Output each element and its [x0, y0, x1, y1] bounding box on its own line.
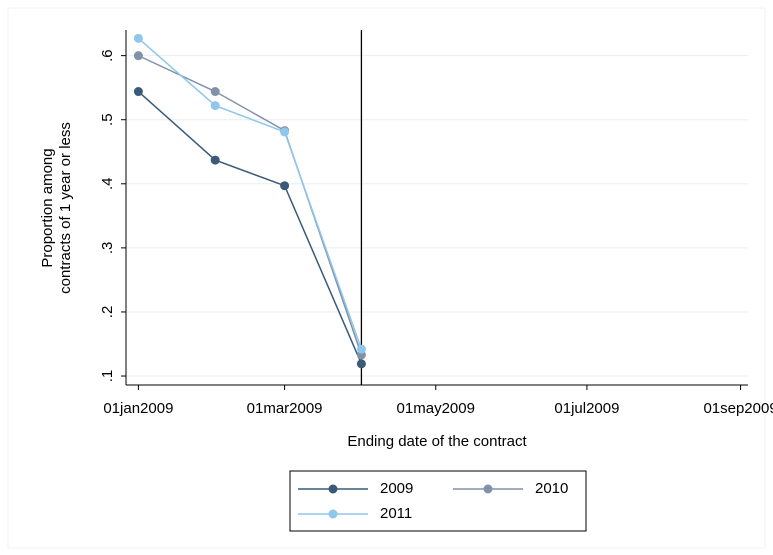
data-point	[133, 51, 143, 61]
data-point	[210, 87, 220, 97]
data-point	[210, 155, 220, 165]
y-tick-label: .2	[99, 306, 116, 319]
legend-marker	[328, 509, 338, 519]
data-point	[280, 127, 290, 137]
x-tick-label: 01jul2009	[554, 400, 619, 417]
legend	[289, 470, 587, 532]
legend-marker	[483, 484, 493, 494]
data-point	[133, 33, 143, 43]
y-tick-label: .1	[99, 370, 116, 383]
y-tick-label: .5	[99, 113, 116, 126]
y-axis-title: contracts of 1 year or less	[57, 122, 74, 294]
data-point	[280, 181, 290, 191]
series-line	[137, 90, 363, 365]
legend-label: 2009	[380, 480, 413, 497]
y-tick-label: .4	[99, 178, 116, 191]
legend-label: 2010	[535, 480, 568, 497]
data-point	[356, 344, 366, 354]
x-tick-label: 01sep2009	[703, 400, 773, 417]
y-tick-label: .6	[99, 49, 116, 62]
y-axis-title: Proportion among	[39, 148, 56, 267]
data-point	[356, 359, 366, 369]
data-point	[133, 87, 143, 97]
series-line	[137, 37, 363, 350]
data-point	[210, 101, 220, 111]
x-tick-label: 01mar2009	[247, 400, 323, 417]
x-tick-label: 01may2009	[397, 400, 475, 417]
plot-region	[7, 7, 766, 549]
legend-label: 2011	[380, 505, 412, 522]
x-tick-label: 01jan2009	[103, 400, 173, 417]
y-tick-label: .3	[99, 242, 116, 255]
legend-marker	[328, 484, 338, 494]
x-axis-title: Ending date of the contract	[347, 433, 527, 450]
